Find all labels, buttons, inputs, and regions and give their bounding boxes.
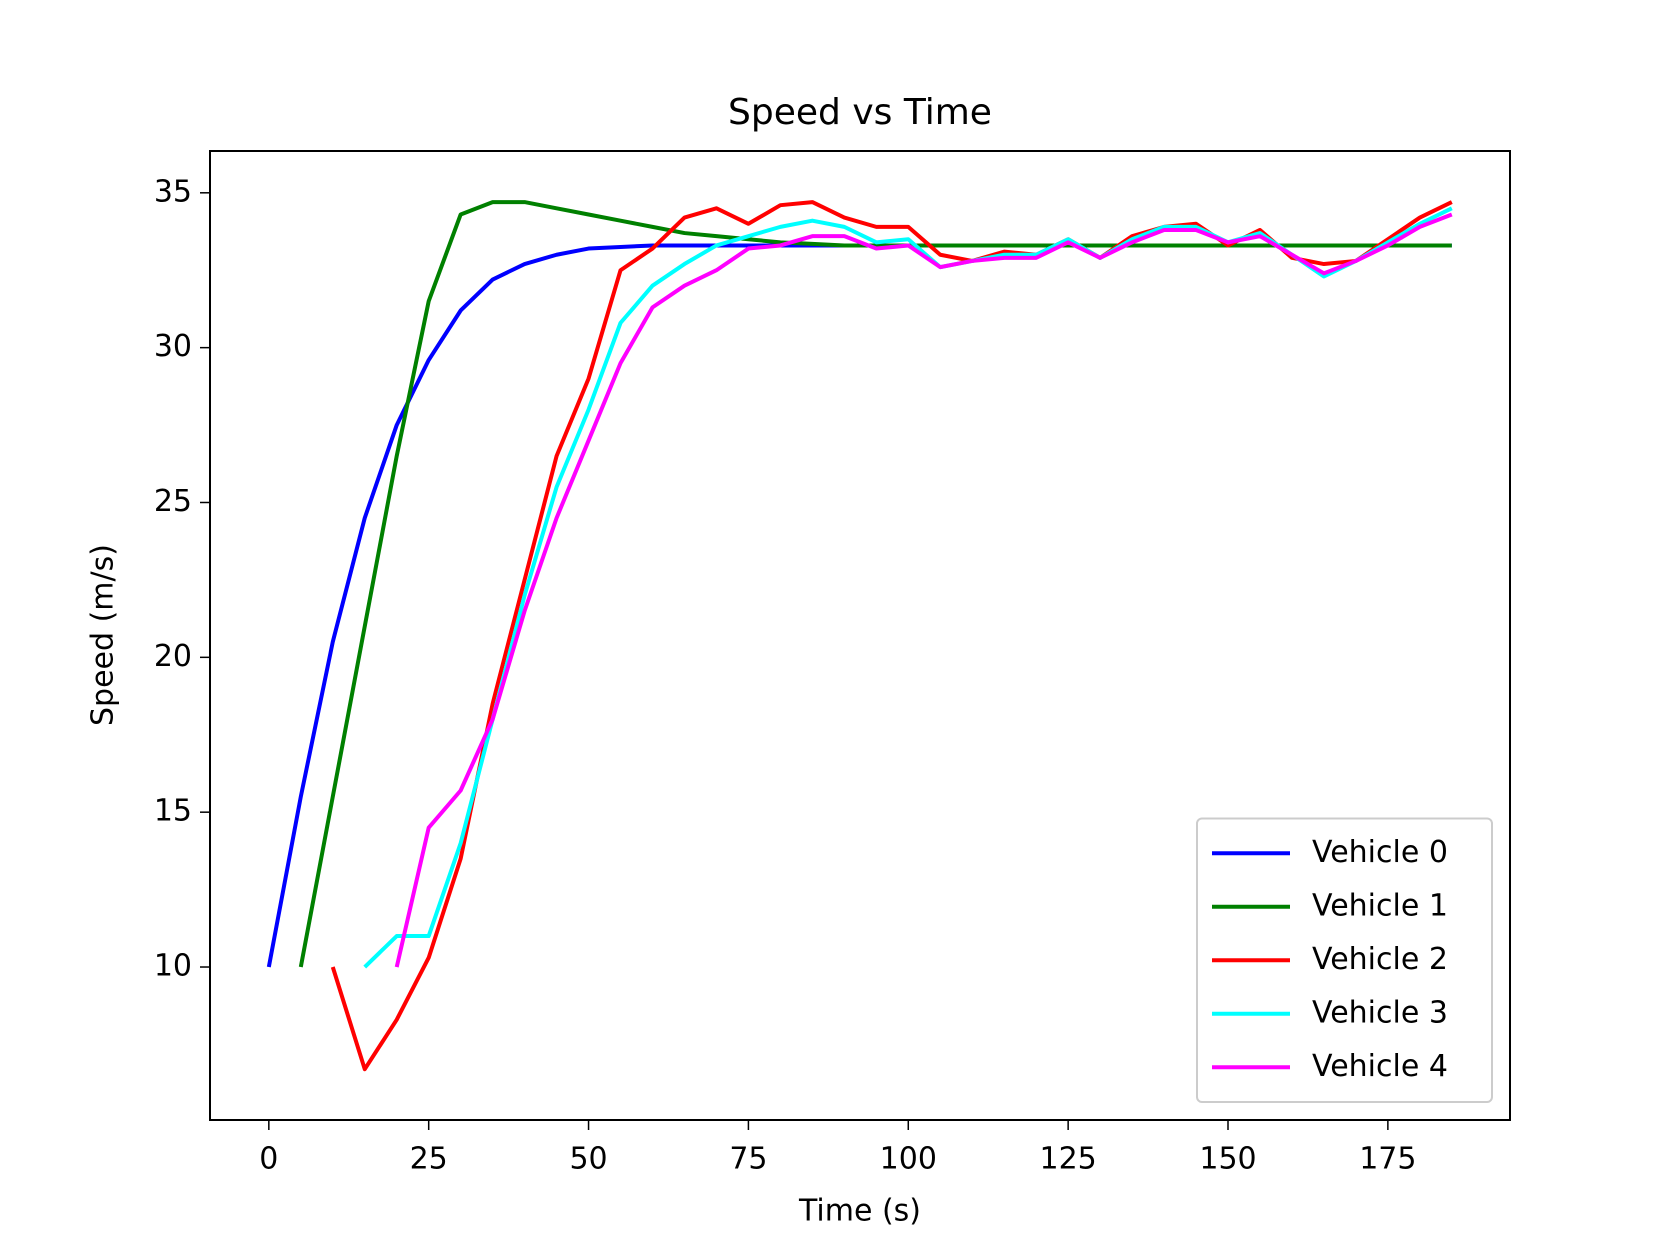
x-tick-label: 25 [410,1142,448,1177]
x-tick-label: 50 [569,1142,607,1177]
plot-frame [209,150,1511,1121]
x-tick-label: 75 [729,1142,767,1177]
y-tick-label: 30 [154,329,192,364]
series-line [298,200,1452,968]
x-tick-label: 150 [1199,1142,1256,1177]
legend-box [1196,817,1493,1103]
y-tick-label: 25 [154,484,192,519]
legend-label: Vehicle 3 [1312,995,1448,1030]
legend-label: Vehicle 4 [1312,1049,1448,1084]
chart-title: Speed vs Time [728,92,992,133]
series-line [394,212,1453,968]
x-axis-label: Time (s) [798,1194,921,1229]
y-tick-label: 20 [154,639,192,674]
x-tick-label: 100 [880,1142,937,1177]
y-tick-label: 35 [154,174,192,209]
legend-label: Vehicle 1 [1312,888,1448,923]
x-tick-label: 175 [1359,1142,1416,1177]
legend-label: Vehicle 0 [1312,835,1448,870]
x-tick-label: 0 [259,1142,278,1177]
y-tick-label: 15 [154,794,192,829]
legend-label: Vehicle 2 [1312,942,1448,977]
y-axis-label: Speed (m/s) [86,544,121,726]
x-tick-label: 125 [1040,1142,1097,1177]
y-tick-label: 10 [154,949,192,984]
